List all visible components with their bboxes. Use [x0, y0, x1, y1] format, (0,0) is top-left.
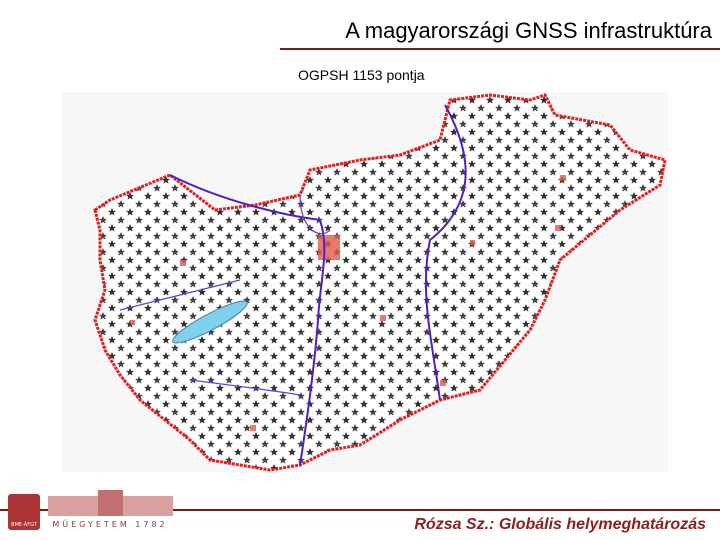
lake-balaton: [172, 300, 248, 344]
logo-tower: [98, 490, 123, 516]
slide-subtitle: OGPSH 1153 pontja: [298, 67, 425, 83]
logo-badge: [8, 494, 40, 530]
logo-text: MŰEGYETEM 1782: [52, 519, 167, 529]
footer-credit: Rózsa Sz.: Globális helymeghatározás: [414, 516, 706, 533]
danube: [169, 174, 326, 466]
tisza: [424, 104, 467, 401]
logo-badge-text: BME-ÁFGT: [11, 521, 38, 528]
footer: BME-ÁFGT MŰEGYETEM 1782 Rózsa Sz.: Globá…: [0, 490, 720, 533]
rivers: [119, 194, 331, 396]
slide-title: A magyarországi GNSS infrastruktúra: [345, 18, 713, 43]
map: [62, 92, 668, 472]
